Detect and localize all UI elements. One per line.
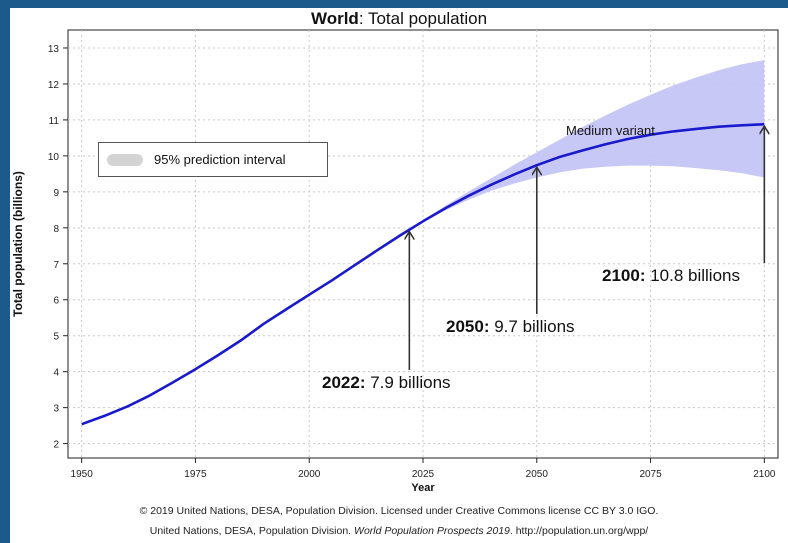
y-tick-label: 10: [48, 152, 60, 163]
x-tick-label: 2050: [526, 469, 549, 480]
x-tick-label: 2025: [412, 469, 435, 480]
x-tick-label: 2000: [298, 469, 321, 480]
chart-title: World: Total population: [10, 9, 788, 29]
annotation-2050-bold: 2050:: [446, 317, 490, 336]
credit-line-2: United Nations, DESA, Population Divisio…: [10, 525, 788, 537]
prediction-interval-band: [400, 60, 765, 236]
annotation-2050-text: 9.7 billions: [489, 317, 575, 336]
series-label: Medium variant: [566, 123, 655, 138]
y-tick-label: 8: [53, 224, 59, 235]
y-tick-label: 13: [48, 44, 60, 55]
y-tick-label: 6: [53, 296, 59, 307]
y-tick-label: 9: [53, 188, 59, 199]
y-tick-label: 2: [53, 440, 59, 451]
legend: 95% prediction interval: [98, 142, 328, 177]
y-tick-label: 12: [48, 80, 60, 91]
x-tick-label: 1975: [184, 469, 207, 480]
x-tick-label: 2100: [753, 469, 776, 480]
annotation-2022-text: 7.9 billions: [365, 373, 451, 392]
credit-line-2-b: World Population Prospects 2019: [354, 525, 510, 537]
chart-title-rest: : Total population: [358, 9, 488, 28]
annotation-2100-text: 10.8 billions: [645, 266, 740, 285]
y-tick-label: 4: [53, 368, 59, 379]
chart-svg: 1950 1975 2000 2025 2050 2075 2100 2 3 4 5 6 7 8 9 10 11…: [11, 29, 779, 494]
y-axis-label: Total population (billions): [11, 171, 25, 317]
y-tick-label: 7: [53, 260, 59, 271]
annotation-2022: 2022: 7.9 billions: [322, 373, 451, 393]
y-tick-label: 5: [53, 332, 59, 343]
x-tick-label: 1950: [71, 469, 94, 480]
annotation-2100-bold: 2100:: [602, 266, 646, 285]
credit-line-2-a: United Nations, DESA, Population Divisio…: [149, 525, 355, 537]
legend-swatch: [107, 154, 143, 166]
chart-frame: World: Total population 1950 1975 2000 2025…: [10, 8, 788, 543]
annotation-2100: 2100: 10.8 billions: [602, 266, 740, 286]
y-tick-label: 3: [53, 404, 59, 415]
series-line-medium-variant: [81, 122, 765, 426]
x-axis-label: Year: [411, 482, 435, 494]
annotation-2022-bold: 2022:: [322, 373, 366, 392]
chart-title-bold: World: [310, 9, 359, 28]
legend-label: 95% prediction interval: [154, 152, 286, 167]
credit-line-2-c: . http://population.un.org/wpp/: [509, 525, 649, 537]
y-tick-label: 11: [49, 116, 60, 127]
credit-line-1: © 2019 United Nations, DESA, Population …: [139, 505, 659, 517]
x-tick-label: 2075: [639, 469, 662, 480]
annotation-2050: 2050: 9.7 billions: [446, 317, 575, 337]
